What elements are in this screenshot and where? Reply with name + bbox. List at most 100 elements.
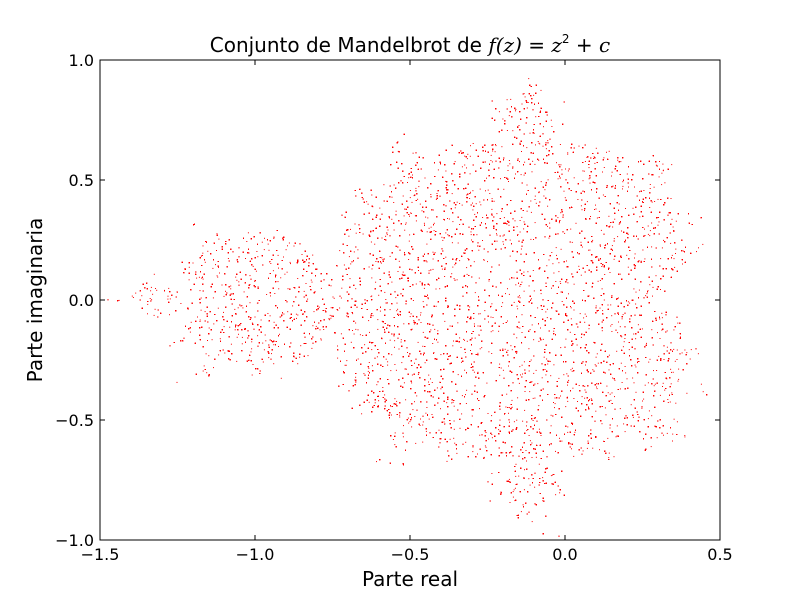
scatter-point: [651, 329, 653, 331]
scatter-point: [394, 340, 396, 342]
scatter-point: [558, 262, 560, 264]
scatter-point: [560, 212, 562, 214]
scatter-point: [277, 254, 279, 256]
scatter-point: [513, 421, 515, 423]
scatter-point: [387, 364, 389, 366]
scatter-point: [583, 317, 585, 319]
scatter-point: [673, 258, 675, 260]
scatter-point: [490, 331, 492, 333]
scatter-point: [624, 338, 626, 339]
scatter-point: [601, 423, 603, 425]
scatter-point: [647, 233, 649, 235]
scatter-point: [297, 314, 299, 316]
scatter-point: [520, 174, 522, 176]
scatter-point: [147, 303, 149, 305]
scatter-point: [567, 153, 569, 155]
scatter-point: [506, 393, 508, 395]
scatter-point: [601, 330, 603, 332]
scatter-point: [224, 352, 226, 354]
scatter-point: [405, 223, 407, 225]
scatter-point: [474, 213, 476, 215]
scatter-point: [422, 301, 424, 303]
scatter-point: [645, 295, 647, 297]
scatter-point: [502, 369, 504, 371]
scatter-point: [415, 220, 417, 222]
scatter-point: [520, 248, 522, 250]
scatter-point: [491, 198, 493, 200]
scatter-point: [603, 440, 604, 442]
scatter-point: [235, 276, 237, 278]
scatter-point: [572, 387, 574, 389]
chart-title-text: Conjunto de Mandelbrot de: [210, 33, 489, 57]
scatter-point: [437, 330, 439, 332]
scatter-point: [533, 132, 535, 134]
scatter-point: [606, 151, 607, 153]
scatter-point: [533, 280, 534, 282]
scatter-point: [634, 253, 636, 255]
scatter-point: [371, 268, 373, 270]
scatter-point: [531, 324, 533, 326]
scatter-point: [572, 424, 573, 425]
scatter-point: [262, 342, 264, 344]
scatter-point: [578, 265, 580, 267]
scatter-point: [471, 239, 472, 241]
scatter-point: [533, 290, 535, 292]
scatter-point: [370, 230, 372, 232]
scatter-point: [240, 305, 242, 307]
scatter-point: [241, 343, 243, 345]
scatter-point: [540, 181, 542, 183]
scatter-point: [514, 500, 516, 502]
scatter-point: [249, 302, 251, 304]
scatter-point: [457, 242, 459, 244]
scatter-point: [509, 278, 511, 280]
scatter-point: [539, 431, 541, 433]
scatter-point: [538, 405, 540, 407]
scatter-point: [555, 281, 557, 282]
scatter-point: [263, 249, 265, 251]
scatter-point: [464, 369, 466, 371]
scatter-point: [588, 249, 590, 251]
scatter-point: [537, 141, 539, 142]
scatter-point: [659, 318, 661, 320]
scatter-point: [662, 169, 664, 171]
scatter-point: [514, 220, 516, 222]
scatter-point: [633, 382, 635, 384]
scatter-point: [544, 189, 546, 191]
scatter-point: [651, 222, 653, 224]
scatter-point: [436, 387, 438, 389]
scatter-point: [565, 338, 567, 340]
scatter-point: [410, 213, 412, 214]
chart-title-formula-c: c: [599, 33, 610, 57]
scatter-point: [433, 222, 435, 224]
scatter-point: [424, 177, 426, 179]
scatter-point: [498, 330, 500, 332]
scatter-point: [336, 265, 338, 267]
scatter-point: [650, 446, 652, 448]
scatter-point: [540, 435, 542, 436]
scatter-point: [592, 260, 593, 262]
scatter-point: [657, 198, 659, 200]
scatter-point: [599, 245, 601, 247]
scatter-point: [625, 372, 627, 374]
scatter-point: [575, 222, 577, 224]
scatter-point: [267, 243, 269, 245]
scatter-point: [535, 369, 537, 371]
scatter-point: [567, 384, 568, 386]
scatter-point: [649, 188, 651, 189]
scatter-point: [440, 354, 442, 356]
scatter-point: [466, 194, 468, 196]
scatter-point: [595, 305, 597, 307]
scatter-point: [218, 266, 219, 268]
scatter-point: [654, 383, 656, 385]
scatter-point: [234, 329, 236, 331]
scatter-point: [341, 287, 343, 289]
scatter-point: [599, 307, 601, 309]
scatter-point: [655, 275, 657, 277]
scatter-point: [567, 431, 569, 433]
scatter-point: [415, 187, 417, 189]
scatter-point: [190, 321, 192, 323]
scatter-point: [523, 271, 525, 273]
scatter-point: [415, 283, 417, 285]
scatter-point: [602, 310, 604, 312]
scatter-point: [391, 354, 393, 356]
